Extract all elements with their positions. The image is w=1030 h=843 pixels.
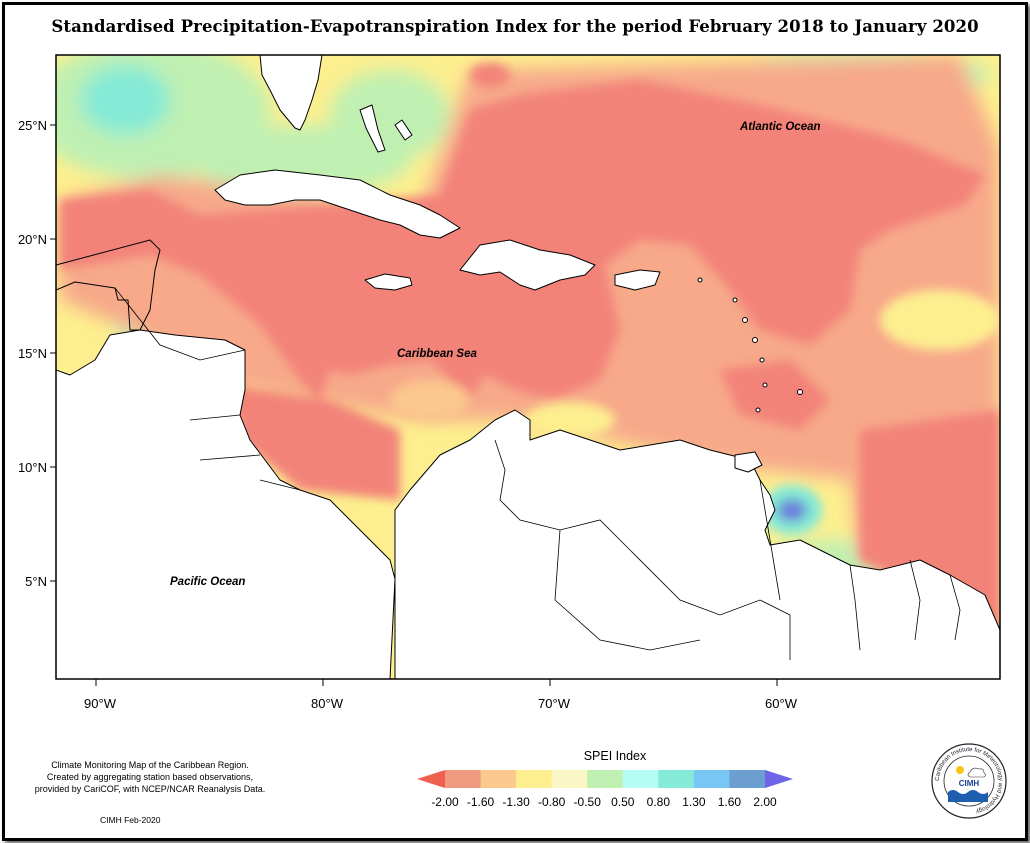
lon-tick-labels: 90°W 80°W 70°W 60°W <box>84 696 798 711</box>
lat-tick-label: 10°N <box>18 460 47 475</box>
ocean-label-pacific: Pacific Ocean <box>170 576 245 588</box>
lon-tick-label: 70°W <box>538 696 571 711</box>
legend-swatch <box>445 770 482 788</box>
legend-swatch <box>480 770 517 788</box>
legend-arrow-low <box>417 770 445 788</box>
legend-label: 2.00 <box>753 795 777 809</box>
credit-date: CIMH Feb-2020 <box>100 815 161 825</box>
lat-tick-label: 15°N <box>18 346 47 361</box>
legend-swatch <box>551 770 588 788</box>
sun-icon <box>956 766 964 774</box>
lon-tick-label: 90°W <box>84 696 117 711</box>
legend-label: 1.30 <box>682 795 706 809</box>
legend-label: -1.60 <box>467 795 495 809</box>
spei-field <box>56 55 1000 679</box>
ocean-label-atlantic: Atlantic Ocean <box>739 121 821 133</box>
lon-tick-label: 80°W <box>311 696 344 711</box>
map-title: Standardised Precipitation-Evapotranspir… <box>51 17 979 36</box>
country-borders <box>114 287 961 660</box>
credit-line: Created by aggregating station based obs… <box>46 772 254 782</box>
legend-swatch <box>658 770 695 788</box>
legend-label: -2.00 <box>431 795 459 809</box>
axis-tick-marks <box>50 124 778 686</box>
legend-label: -0.50 <box>574 795 602 809</box>
lat-tick-label: 20°N <box>18 232 47 247</box>
legend-swatch <box>622 770 659 788</box>
legend-swatch <box>516 770 553 788</box>
lat-tick-label: 25°N <box>18 118 47 133</box>
legend-swatch <box>587 770 624 788</box>
cimh-logo: Caribbean Institute for Meteorology and … <box>931 743 1007 819</box>
lat-tick-label: 5°N <box>25 574 47 589</box>
logo-text: CIMH <box>959 779 980 788</box>
legend-label: 0.80 <box>647 795 671 809</box>
waves-icon <box>948 790 988 802</box>
credit-line: provided by CariCOF, with NCEP/NCAR Rean… <box>34 784 266 794</box>
land-masses <box>56 55 1000 679</box>
legend-arrow-high <box>765 770 793 788</box>
credit-line: Climate Monitoring Map of the Caribbean … <box>51 760 249 770</box>
ocean-label-caribbean: Caribbean Sea <box>397 348 477 360</box>
legend-label: 0.50 <box>611 795 635 809</box>
lat-tick-labels: 25°N 20°N 15°N 10°N 5°N <box>18 118 47 589</box>
credit-block: Climate Monitoring Map of the Caribbean … <box>20 759 280 795</box>
legend-label: 1.60 <box>718 795 742 809</box>
legend-swatch <box>729 770 766 788</box>
plot-border <box>55 54 1001 680</box>
legend-title: SPEI Index <box>583 749 647 763</box>
legend-swatch <box>693 770 730 788</box>
lon-tick-label: 60°W <box>765 696 798 711</box>
legend-label: -1.30 <box>502 795 530 809</box>
legend-label: -0.80 <box>538 795 566 809</box>
cloud-icon <box>967 767 986 778</box>
